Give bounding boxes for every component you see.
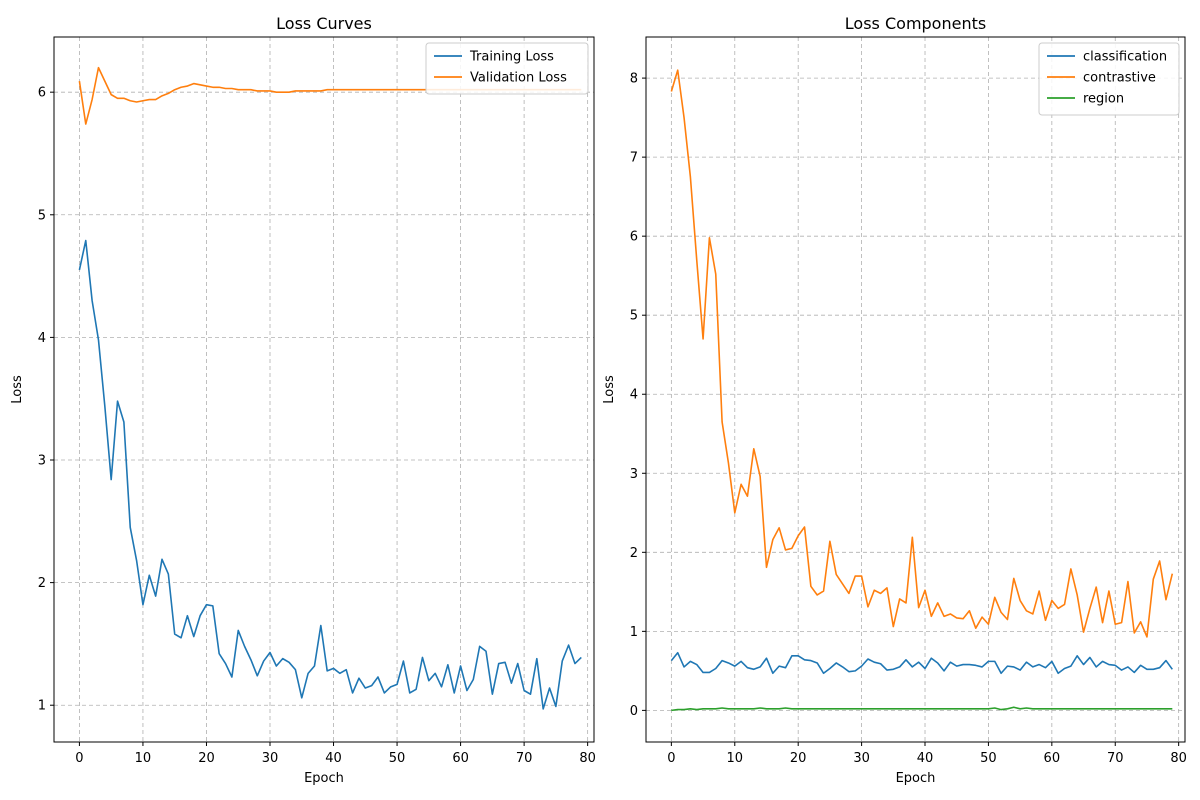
x-axis-label: Epoch — [896, 771, 936, 786]
y-axis-label: Loss — [10, 375, 25, 404]
y-axis-label: Loss — [602, 375, 617, 404]
x-tick-label: 70 — [1107, 751, 1124, 766]
y-tick-label: 2 — [630, 546, 638, 561]
contrastive-line — [670, 69, 1174, 638]
x-tick-label: 60 — [452, 751, 469, 766]
x-tick-label: 20 — [790, 751, 807, 766]
x-tick-label: 10 — [727, 751, 744, 766]
chart-title: Loss Curves — [276, 14, 372, 33]
y-tick-label: 4 — [630, 388, 638, 403]
x-tick-label: 0 — [667, 751, 675, 766]
x-tick-label: 80 — [579, 751, 596, 766]
chart-title: Loss Components — [845, 14, 986, 33]
y-tick-label: 0 — [630, 704, 638, 719]
y-tick-label: 4 — [38, 331, 46, 346]
x-tick-label: 50 — [980, 751, 997, 766]
y-tick-label: 6 — [630, 230, 638, 245]
y-tick-label: 5 — [38, 208, 46, 223]
legend-frame — [1038, 42, 1180, 116]
x-tick-label: 20 — [198, 751, 215, 766]
x-tick-label: 40 — [917, 751, 934, 766]
plot-frame — [53, 36, 595, 743]
region-line — [671, 706, 1173, 712]
x-axis-label: Epoch — [304, 771, 344, 786]
y-tick-label: 1 — [630, 625, 638, 640]
legend-label-region: region — [1083, 92, 1124, 107]
legend-label-classification: classification — [1083, 50, 1167, 65]
loss-curves-chart: 0 10 20 30 40 50 60 70 80 1 2 3 4 5 6 Loss Curves Epoc… — [10, 14, 596, 786]
y-tick-label: 3 — [38, 454, 46, 469]
y-tick-label: 5 — [630, 309, 638, 324]
x-tick-label: 10 — [135, 751, 152, 766]
legend-label-contrastive: contrastive — [1083, 71, 1156, 86]
x-tick-label: 0 — [75, 751, 83, 766]
y-tick-label: 7 — [630, 151, 638, 166]
y-tick-label: 6 — [38, 86, 46, 101]
training-loss-line — [78, 239, 582, 710]
y-tick-label: 1 — [38, 699, 46, 714]
classification-line — [670, 651, 1173, 675]
y-tick-label: 8 — [630, 72, 638, 87]
legend: classification contrastive region — [1038, 42, 1180, 116]
x-tick-label: 50 — [389, 751, 406, 766]
legend-frame — [425, 42, 589, 95]
x-tick-label: 30 — [853, 751, 870, 766]
legend: Training Loss Validation Loss — [425, 42, 589, 95]
y-tick-label: 2 — [38, 576, 46, 591]
loss-components-chart: 0 10 20 30 40 50 60 70 80 0 1 2 3 4 5 6 7 8 Loss Componen… — [602, 14, 1187, 786]
y-tick-label: 3 — [630, 467, 638, 482]
x-tick-label: 30 — [262, 751, 279, 766]
x-tick-label: 70 — [516, 751, 533, 766]
x-tick-label: 40 — [325, 751, 342, 766]
x-tick-label: 60 — [1044, 751, 1061, 766]
x-tick-label: 80 — [1170, 751, 1187, 766]
plot-frame — [645, 36, 1186, 743]
legend-label-training-loss: Training Loss — [469, 50, 554, 65]
legend-label-validation-loss: Validation Loss — [470, 71, 567, 86]
